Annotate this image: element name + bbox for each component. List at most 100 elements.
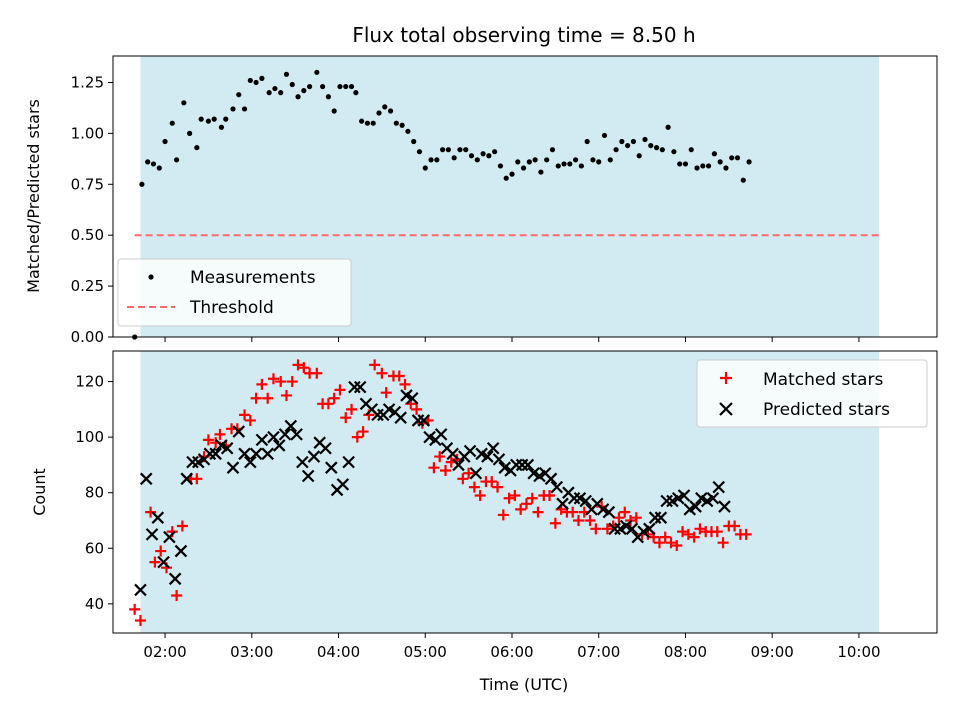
measurement-point [174, 157, 180, 163]
measurement-point [266, 90, 272, 96]
measurement-point [515, 159, 521, 165]
measurement-point [428, 157, 434, 163]
measurement-point [314, 69, 320, 75]
bottom-legend-box [696, 359, 928, 428]
matched-star-point [292, 359, 304, 371]
matched-star-point [584, 514, 596, 526]
x-tick-label: 07:00 [577, 643, 620, 661]
measurement-point [187, 130, 193, 136]
matched-star-point [171, 589, 183, 601]
top-y-tick-label: 1.00 [71, 124, 104, 142]
matched-star-point [503, 492, 515, 504]
predicted-star-point [174, 544, 188, 558]
measurement-point [457, 147, 463, 153]
predicted-star-point [689, 500, 702, 513]
matched-star-point [244, 414, 256, 426]
measurement-point [434, 157, 440, 163]
x-axis-label: Time (UTC) [479, 675, 568, 694]
matched-star-point [567, 506, 579, 518]
measurement-point [665, 124, 671, 130]
predicted-star-point [163, 530, 176, 544]
measurement-point [194, 145, 200, 151]
measurement-point [236, 92, 242, 98]
measurement-point [283, 71, 290, 77]
measurement-point [613, 147, 619, 153]
matched-star-point [515, 503, 527, 515]
matched-star-point [357, 426, 369, 438]
matched-star-point [520, 498, 532, 510]
measurement-point [331, 108, 337, 114]
matched-star-point [351, 431, 363, 443]
matched-star-point [376, 367, 388, 379]
measurement-point [734, 155, 741, 161]
measurement-point [486, 153, 492, 159]
measurement-point [382, 104, 388, 110]
matched-star-point [474, 489, 486, 501]
matched-star-point [509, 489, 521, 501]
measurement-point [671, 149, 677, 155]
x-tick-label: 03:00 [230, 643, 273, 661]
measurement-point [526, 159, 532, 165]
matched-star-point [665, 537, 677, 549]
measurement-point [272, 85, 278, 92]
matched-star-point [322, 398, 334, 410]
predicted-star-point [284, 419, 298, 433]
measurement-point [295, 94, 301, 100]
matched-star-point [239, 409, 251, 421]
measurement-point [705, 163, 712, 169]
measurement-point [723, 165, 729, 171]
predicted-star-point [434, 428, 448, 441]
matched-star-point [630, 512, 642, 524]
matched-star-point [532, 506, 544, 518]
legend-predicted-marker [719, 402, 733, 416]
measurement-point [307, 83, 313, 90]
legend-threshold-label: Threshold [189, 298, 274, 318]
measurement-point [480, 151, 486, 157]
x-tick-label: 09:00 [751, 643, 794, 661]
predicted-star-point [544, 472, 558, 486]
bottom-y-tick-label: 100 [75, 428, 104, 446]
predicted-star-point [550, 480, 564, 494]
top-y-axis-label: Matched/Predicted stars [24, 99, 43, 293]
predicted-star-point [319, 441, 332, 455]
measurement-point [590, 157, 596, 163]
predicted-star-point [712, 480, 725, 494]
predicted-star-point [481, 450, 494, 463]
measurement-point [181, 100, 187, 106]
matched-star-point [380, 387, 392, 399]
predicted-star-point [168, 572, 182, 586]
matched-star-point [659, 531, 671, 543]
top-legend-box [117, 258, 352, 327]
top-axes-frame [112, 55, 938, 338]
measurement-point [247, 77, 253, 84]
predicted-star-point [180, 472, 194, 486]
predicted-star-point [602, 505, 616, 519]
measurement-point [387, 108, 394, 114]
measurement-point [259, 75, 265, 81]
measurement-point [205, 118, 212, 124]
bottom-y-tick-label: 80 [85, 484, 104, 502]
measurement-point [567, 161, 573, 167]
measurement-point [677, 161, 683, 167]
predicted-star-point [446, 447, 459, 461]
measurement-point [399, 122, 405, 128]
legend-matched-marker [720, 372, 732, 384]
predicted-star-point [249, 447, 263, 461]
predicted-star-point [353, 380, 367, 394]
measurement-point [169, 120, 175, 126]
bottom-axes-frame [112, 350, 938, 634]
matched-star-point [262, 392, 274, 404]
matched-star-point [463, 467, 475, 479]
matched-star-point [176, 520, 188, 532]
measurement-point [451, 155, 457, 161]
measurement-point [555, 163, 561, 169]
top-legend: Measurements Threshold [117, 258, 352, 327]
measurement-point [145, 159, 151, 165]
measurement-point [688, 147, 694, 153]
matched-star-point [549, 517, 561, 529]
matched-star-point [717, 537, 729, 549]
measurement-point [717, 159, 723, 165]
measurement-point [463, 147, 469, 153]
matched-star-point [267, 373, 279, 385]
